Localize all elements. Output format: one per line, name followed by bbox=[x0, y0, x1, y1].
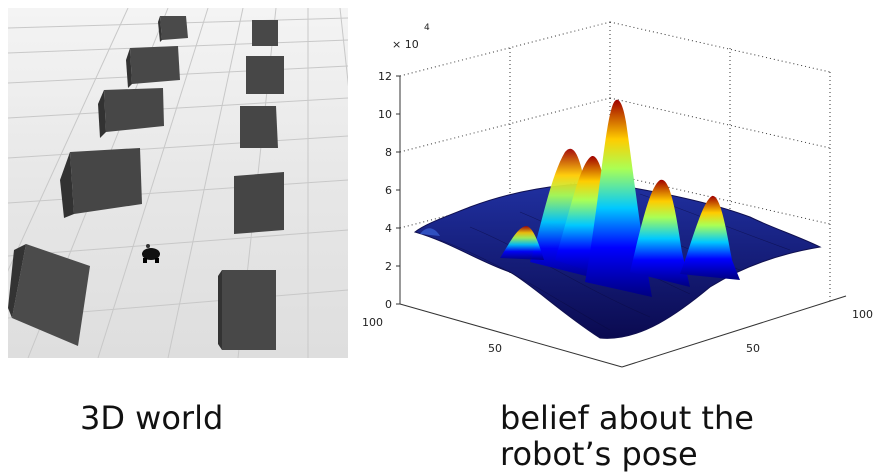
belief-surface bbox=[413, 99, 822, 339]
box bbox=[8, 244, 90, 346]
y-tick-label: 100 bbox=[852, 308, 873, 321]
box bbox=[218, 270, 276, 350]
box bbox=[234, 172, 284, 234]
z-tick-label: 12 bbox=[378, 70, 392, 83]
z-tick-label: 8 bbox=[385, 146, 392, 159]
belief-surface-plot: 0 2 4 6 8 10 12 × 10 4 100 50 50 100 bbox=[360, 12, 880, 372]
3d-world-scene bbox=[0, 7, 379, 359]
3d-world-image bbox=[0, 7, 379, 359]
z-tick-label: 6 bbox=[385, 184, 392, 197]
surface-plot-svg: 0 2 4 6 8 10 12 × 10 4 100 50 50 100 bbox=[362, 21, 873, 368]
box bbox=[240, 106, 278, 148]
obstacle-boxes bbox=[8, 16, 284, 350]
box bbox=[246, 56, 284, 94]
z-tick-label: 10 bbox=[378, 108, 392, 121]
box bbox=[126, 46, 180, 88]
exponent-label: × 10 bbox=[392, 38, 419, 51]
caption-belief: belief about the robot’s pose bbox=[500, 399, 754, 473]
exponent-power: 4 bbox=[424, 23, 430, 33]
robot bbox=[142, 244, 160, 263]
z-tick-label: 0 bbox=[385, 298, 392, 311]
axis-box bbox=[399, 21, 831, 304]
box bbox=[252, 20, 278, 46]
box bbox=[60, 148, 142, 218]
x-tick-label: 50 bbox=[488, 342, 502, 355]
xy-axis-ticks: 100 50 50 100 bbox=[362, 308, 873, 355]
box bbox=[98, 88, 164, 138]
caption-3d-world: 3D world bbox=[80, 399, 224, 437]
z-tick-label: 2 bbox=[385, 260, 392, 273]
z-tick-label: 4 bbox=[385, 222, 392, 235]
box bbox=[158, 16, 188, 42]
y-tick-label: 50 bbox=[746, 342, 760, 355]
x-tick-label: 100 bbox=[362, 316, 383, 329]
z-axis-ticks: 0 2 4 6 8 10 12 × 10 4 bbox=[378, 23, 430, 311]
